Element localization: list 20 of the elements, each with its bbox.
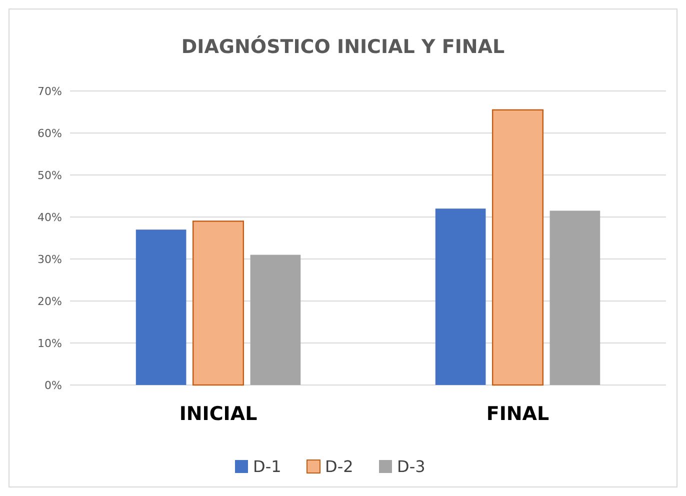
x-tick-label: FINAL: [486, 403, 550, 425]
y-tick-label: 50%: [38, 169, 62, 182]
legend-label: D-2: [325, 457, 354, 476]
y-tick-label: 40%: [38, 211, 62, 224]
y-tick-label: 20%: [38, 295, 62, 308]
y-tick-label: 70%: [38, 85, 62, 98]
y-tick-label: 30%: [38, 253, 62, 266]
x-tick-label: INICIAL: [179, 403, 258, 425]
y-tick-label: 10%: [38, 337, 62, 350]
bar: [250, 254, 301, 385]
y-tick-label: 60%: [38, 127, 62, 140]
legend-label: D-1: [253, 457, 282, 476]
legend-label: D-3: [397, 457, 426, 476]
bar: [192, 220, 244, 386]
bar: [550, 210, 600, 385]
bar: [136, 230, 186, 385]
chart-title: DIAGNÓSTICO INICIAL Y FINAL: [181, 35, 505, 58]
bar: [492, 109, 544, 386]
bar: [435, 208, 486, 385]
y-tick-label: 0%: [44, 379, 62, 392]
